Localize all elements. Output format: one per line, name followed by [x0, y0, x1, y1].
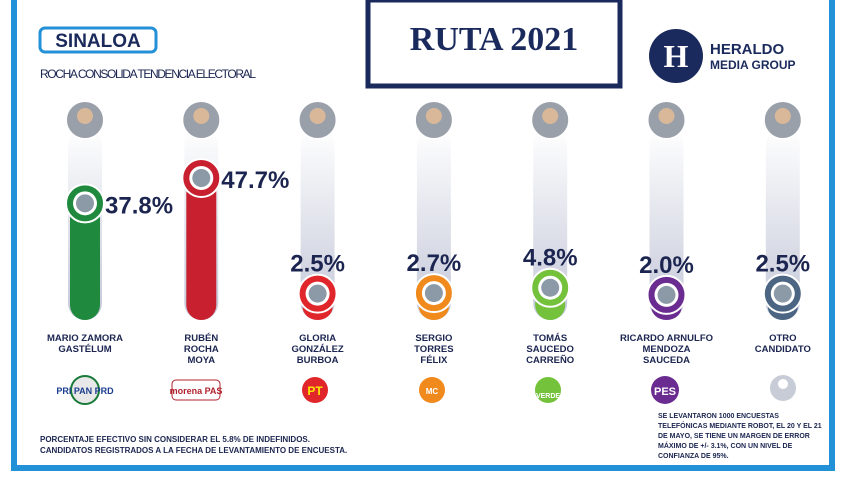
knob-core [773, 284, 792, 303]
knob-core [541, 278, 560, 297]
brand-sub: MEDIA GROUP [710, 58, 796, 72]
value-label: 47.7% [221, 167, 289, 194]
value-label: 37.8% [105, 192, 173, 219]
party-logo [302, 377, 328, 403]
candidate-face [658, 108, 675, 124]
party-logo-text: PES [654, 386, 676, 398]
bar [186, 178, 217, 320]
candidate-face [542, 108, 559, 124]
candidate-face [425, 108, 442, 124]
party-logo [535, 377, 561, 403]
knob-core [192, 169, 211, 187]
header-logo: RUTA 2021 [410, 21, 578, 58]
x-tick-label: RUBÉN ROCHA MOYA [183, 333, 219, 366]
knob-core [657, 285, 676, 304]
title-box [38, 26, 158, 54]
value-label: 4.8% [523, 245, 578, 272]
party-logo-text: morena PAS [170, 386, 223, 396]
brand-letter: H [664, 38, 689, 74]
x-tick-label: MARIO ZAMORA GASTÉLUM [47, 333, 123, 355]
party-logo-text: PT [307, 384, 323, 398]
bar-track [649, 128, 684, 320]
candidate-face [193, 108, 210, 124]
chart-subtitle: ROCHA CONSOLIDA TENDENCIA ELECTORAL [40, 67, 256, 81]
x-tick-label: TOMÁS SAUCEDO CARREÑO [526, 333, 575, 366]
party-logo [651, 376, 679, 404]
knob-core [76, 194, 94, 213]
brand-name: HERALDO [710, 41, 784, 58]
bar-track [416, 128, 451, 320]
knob-core [424, 284, 443, 303]
party-logo [419, 377, 445, 403]
x-tick-label: RICARDO ARNULFO MENDOZA SAUCEDA [619, 333, 714, 366]
candidate-face [77, 108, 93, 124]
candidate-face [774, 108, 791, 124]
other-icon-head [778, 379, 788, 389]
value-label: 2.7% [407, 250, 462, 277]
chart-title: SINALOA [55, 31, 141, 52]
x-tick-label: SERGIO TORRES FÉLIX [414, 333, 454, 366]
party-logo [171, 379, 221, 401]
bar-track [300, 128, 335, 320]
value-label: 2.5% [290, 251, 345, 278]
party-logo-text: PRI PAN PRD [56, 386, 114, 396]
bar-track [765, 128, 800, 320]
party-logo-text: MC [426, 387, 439, 396]
note-left: PORCENTAJE EFECTIVO SIN CONSIDERAR EL 5.… [40, 435, 348, 455]
party-logo-text: VERDE [536, 393, 560, 400]
candidate-face [309, 108, 326, 124]
header-box [365, 0, 623, 89]
party-logo [70, 375, 100, 405]
value-label: 2.5% [755, 251, 810, 278]
brand-circle [649, 29, 703, 83]
value-label: 2.0% [639, 252, 694, 279]
x-tick-label: OTRO CANDIDATO [754, 333, 811, 355]
note-right: SE LEVANTARON 1000 ENCUESTAS TELEFÓNICAS… [658, 413, 822, 460]
knob-core [308, 284, 327, 303]
frame [11, 0, 835, 471]
x-tick-label: GLORIA GONZÁLEZ BURBOA [291, 333, 344, 366]
bar [70, 203, 100, 320]
